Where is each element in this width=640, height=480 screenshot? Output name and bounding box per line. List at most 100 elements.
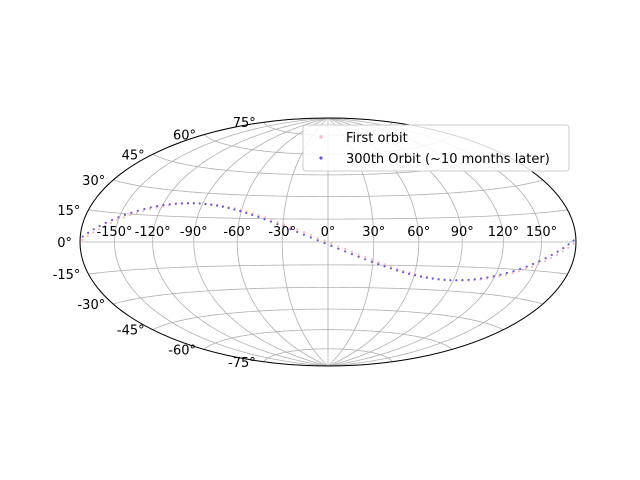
data-point xyxy=(562,247,565,250)
data-point xyxy=(251,213,254,217)
y-tick-label: 30° xyxy=(82,174,105,189)
data-point xyxy=(350,253,354,256)
data-point xyxy=(350,250,354,253)
data-point xyxy=(92,231,95,234)
data-point xyxy=(81,238,84,242)
data-point xyxy=(257,214,260,217)
legend: First orbit 300th Orbit (~10 months later… xyxy=(302,124,570,172)
data-point xyxy=(344,247,347,251)
data-point xyxy=(110,221,113,224)
data-point xyxy=(561,250,564,253)
data-point xyxy=(136,209,139,212)
data-point xyxy=(130,211,133,214)
data-point xyxy=(383,263,386,266)
data-point xyxy=(525,265,528,268)
y-tick-label: 45° xyxy=(122,148,145,163)
data-point xyxy=(419,275,423,278)
data-point xyxy=(538,260,541,263)
parallel-line xyxy=(88,209,568,220)
data-point xyxy=(555,253,559,256)
data-point xyxy=(289,228,292,231)
data-point xyxy=(198,202,201,205)
data-point xyxy=(505,271,509,275)
data-point xyxy=(437,278,440,281)
data-point xyxy=(572,242,575,246)
data-point xyxy=(512,270,515,273)
data-point xyxy=(156,205,159,208)
data-point xyxy=(323,241,326,245)
data-point xyxy=(337,245,340,248)
data-point xyxy=(270,218,273,221)
data-point xyxy=(370,260,373,263)
data-point xyxy=(337,247,340,250)
y-tick-label: 15° xyxy=(57,204,80,219)
data-point xyxy=(531,265,534,268)
data-point xyxy=(330,242,333,245)
x-tick-label: 60° xyxy=(407,225,430,240)
orbit-series xyxy=(81,202,575,282)
y-tick-label: -15° xyxy=(53,268,81,283)
data-point xyxy=(309,236,312,239)
data-point xyxy=(377,263,380,266)
data-point xyxy=(455,279,458,282)
data-point xyxy=(142,209,145,212)
data-point xyxy=(104,221,107,224)
data-point xyxy=(504,273,508,276)
data-point xyxy=(215,204,219,207)
legend-frame xyxy=(302,124,570,172)
data-point xyxy=(316,239,319,242)
data-point xyxy=(567,246,570,249)
y-tick-label: -45° xyxy=(117,324,145,339)
data-point xyxy=(518,270,521,273)
data-point xyxy=(221,205,224,208)
data-point xyxy=(443,278,446,281)
data-point xyxy=(479,277,483,280)
series-2 xyxy=(81,202,575,282)
data-point xyxy=(461,279,464,282)
data-point xyxy=(123,213,126,216)
data-point xyxy=(186,202,190,205)
y-tick-label: 0° xyxy=(57,236,72,251)
legend-label: 300th Orbit (~10 months later) xyxy=(346,152,550,167)
data-point xyxy=(282,223,286,226)
legend-label: First orbit xyxy=(346,131,408,146)
data-point xyxy=(233,208,236,211)
y-tick-label: -30° xyxy=(77,298,105,313)
data-point xyxy=(97,228,101,231)
data-point xyxy=(550,253,553,257)
data-point xyxy=(567,243,570,246)
data-point xyxy=(296,228,299,231)
x-tick-label: -30° xyxy=(268,225,296,240)
data-point xyxy=(251,212,254,215)
x-tick-label: -60° xyxy=(223,225,251,240)
data-point xyxy=(86,235,89,238)
data-point xyxy=(316,236,319,239)
data-point xyxy=(449,279,452,282)
parallel-line xyxy=(113,286,543,305)
data-point xyxy=(289,225,292,229)
data-point xyxy=(257,215,260,219)
map-boundary xyxy=(79,117,577,367)
data-point xyxy=(402,271,405,274)
data-point xyxy=(204,202,207,206)
data-point xyxy=(408,272,411,275)
y-tick-label: -60° xyxy=(168,343,196,358)
parallel-line xyxy=(263,348,393,362)
data-point xyxy=(330,244,333,247)
data-point xyxy=(473,278,476,281)
data-point xyxy=(92,228,95,231)
parallel-line xyxy=(88,264,568,275)
data-point xyxy=(537,262,540,266)
data-point xyxy=(357,253,360,256)
data-point xyxy=(390,265,393,268)
data-point xyxy=(110,218,114,222)
data-point xyxy=(239,210,242,213)
data-point xyxy=(492,275,496,278)
data-point xyxy=(98,224,101,228)
data-point xyxy=(282,225,285,228)
data-point xyxy=(383,265,386,268)
data-point xyxy=(309,233,312,237)
data-point xyxy=(122,216,125,219)
data-point xyxy=(143,207,146,211)
legend-marker xyxy=(319,135,323,139)
